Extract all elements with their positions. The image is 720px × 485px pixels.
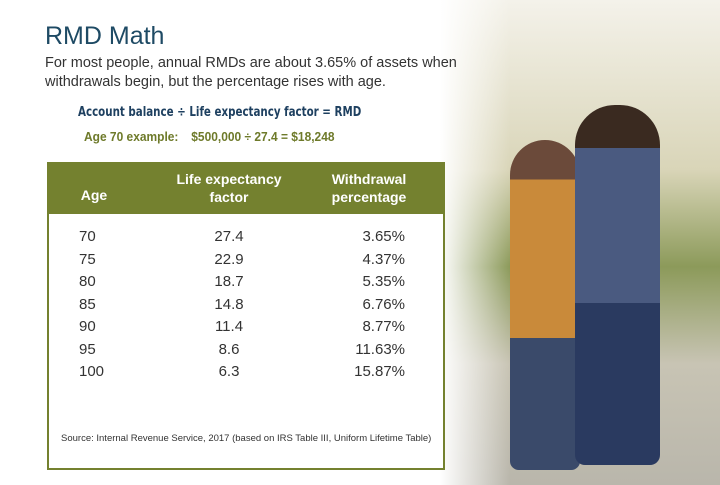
cell-percentage: 8.77% xyxy=(362,318,405,335)
cell-percentage: 11.63% xyxy=(355,340,405,358)
cell-factor: 11.4 xyxy=(214,318,244,335)
table-header: Age Life expectancy factor Withdrawal pe… xyxy=(49,164,443,214)
table-row: 90 11.4 8.77% xyxy=(49,318,443,340)
couple-walking-photo xyxy=(440,0,720,485)
table-row: 85 14.8 6.76% xyxy=(49,296,443,318)
cell-factor: 14.8 xyxy=(214,295,244,313)
cell-age: 75 xyxy=(79,250,96,268)
header-age: Age xyxy=(80,187,108,203)
table-row: 75 22.9 4.37% xyxy=(49,251,443,273)
table-row: 95 8.6 11.63% xyxy=(49,341,443,363)
rmd-table: Age Life expectancy factor Withdrawal pe… xyxy=(47,162,445,470)
cell-age: 85 xyxy=(79,295,96,313)
cell-age: 70 xyxy=(79,228,96,245)
header-percentage: Withdrawal percentage xyxy=(331,171,407,205)
cell-age: 100 xyxy=(79,363,105,380)
example-label: Age 70 example: xyxy=(84,129,179,144)
cell-factor: 8.6 xyxy=(218,340,240,358)
cell-percentage: 4.37% xyxy=(362,250,405,268)
cell-age: 95 xyxy=(79,340,96,358)
cell-age: 80 xyxy=(79,273,96,290)
cell-percentage: 3.65% xyxy=(362,228,405,245)
cell-percentage: 6.76% xyxy=(362,295,405,313)
cell-factor: 18.7 xyxy=(214,273,244,290)
header-factor: Life expectancy factor xyxy=(176,171,282,205)
cell-percentage: 15.87% xyxy=(354,363,405,380)
cell-age: 90 xyxy=(79,318,96,335)
cell-factor: 27.4 xyxy=(214,228,244,245)
page-title: RMD Math xyxy=(45,22,165,50)
cell-factor: 6.3 xyxy=(218,363,240,380)
cell-percentage: 5.35% xyxy=(362,273,405,290)
rmd-formula: Account balance ÷ Life expectancy factor… xyxy=(78,105,362,120)
table-row: 70 27.4 3.65% xyxy=(49,228,443,250)
table-row: 100 6.3 15.87% xyxy=(49,363,443,385)
intro-text: For most people, annual RMDs are about 3… xyxy=(45,55,457,90)
cell-factor: 22.9 xyxy=(214,250,244,268)
example-calculation: Age 70 example: $500,000 ÷ 27.4 = $18,248 xyxy=(84,129,335,144)
source-note: Source: Internal Revenue Service, 2017 (… xyxy=(61,433,432,444)
example-calc: $500,000 ÷ 27.4 = $18,248 xyxy=(191,129,335,144)
table-row: 80 18.7 5.35% xyxy=(49,273,443,295)
